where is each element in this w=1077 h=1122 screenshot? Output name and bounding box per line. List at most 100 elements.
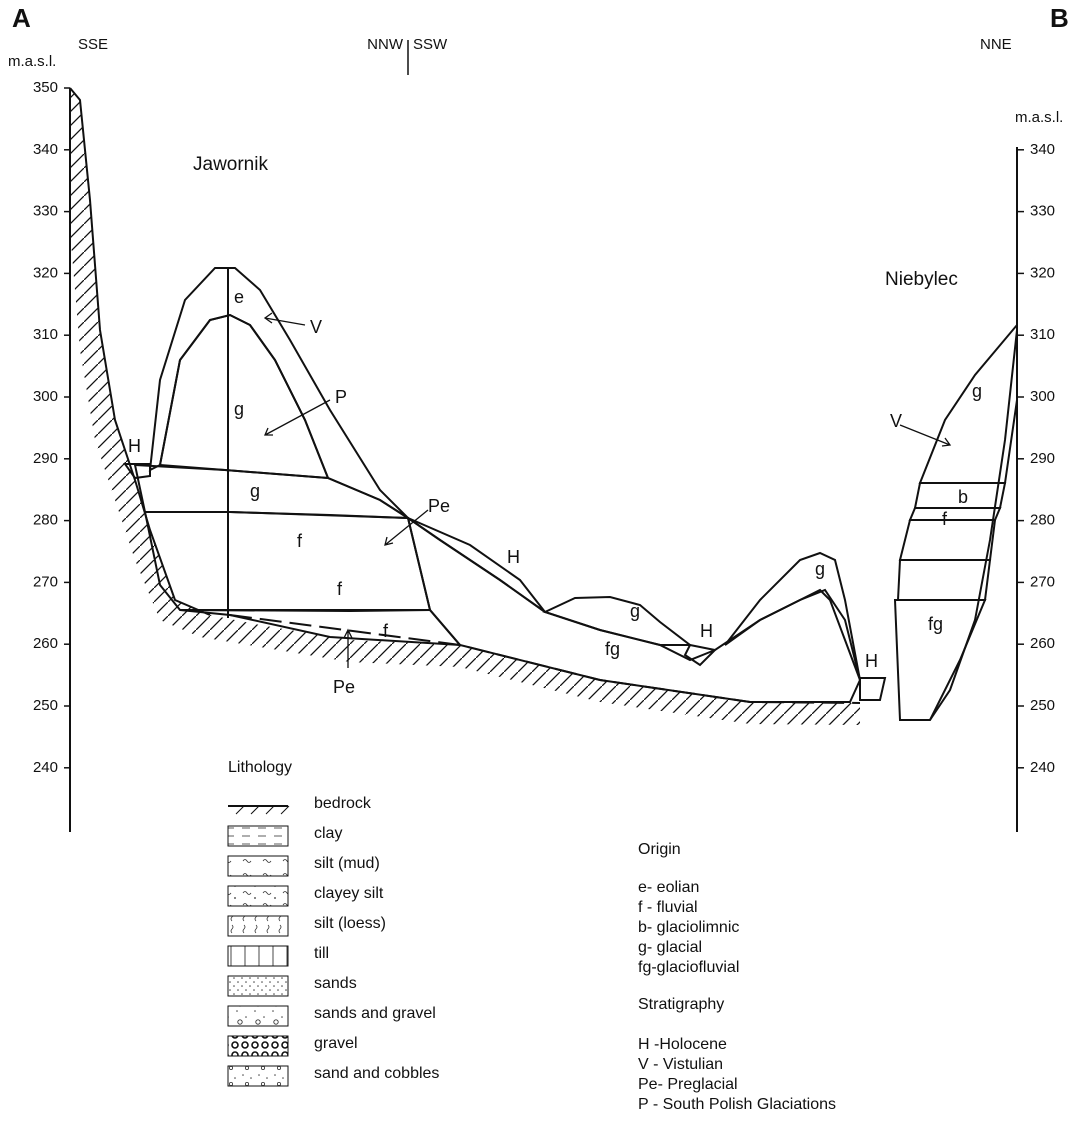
legend-label: bedrock bbox=[314, 795, 372, 812]
silt-unit bbox=[143, 511, 432, 613]
stratigraphy-item: P - South Polish Glaciations bbox=[638, 1096, 836, 1113]
legend-swatch bbox=[227, 885, 289, 907]
direction-label: NNE bbox=[980, 36, 1012, 53]
unit-label: g bbox=[250, 481, 260, 501]
bedrock-line bbox=[229, 614, 861, 704]
tick-label: 290 bbox=[1030, 450, 1055, 467]
legend-label: clayey silt bbox=[314, 885, 384, 902]
holocene-unit bbox=[407, 517, 546, 613]
direction-label: SSE bbox=[78, 36, 108, 53]
stratigraphy-item: Pe- Preglacial bbox=[638, 1076, 738, 1093]
stratigraphy-item: H -Holocene bbox=[638, 1036, 727, 1053]
origin-item: f - fluvial bbox=[638, 899, 698, 916]
legend-swatch bbox=[280, 805, 290, 815]
unit-label: H bbox=[865, 651, 878, 671]
till-unit bbox=[133, 463, 412, 520]
unit-label: f bbox=[383, 621, 389, 641]
legend-swatch bbox=[250, 805, 260, 815]
unit-label: f bbox=[337, 579, 343, 599]
unit-label: e bbox=[234, 287, 244, 307]
tick-label: 310 bbox=[33, 326, 58, 343]
place-label: Niebylec bbox=[885, 269, 958, 290]
legend-label: silt (mud) bbox=[314, 855, 380, 872]
tick-label: 340 bbox=[1030, 141, 1055, 158]
clayey-silt-unit bbox=[898, 519, 997, 561]
unit-label: H bbox=[128, 436, 141, 456]
legend-swatch bbox=[235, 805, 245, 815]
arrows bbox=[263, 312, 952, 668]
stratigraphy-item: V - Vistulian bbox=[638, 1056, 723, 1073]
legend-swatch bbox=[227, 825, 289, 847]
direction-label: SSW bbox=[413, 36, 448, 53]
unit-label: f bbox=[942, 509, 948, 529]
legend-label: silt (loess) bbox=[314, 915, 386, 932]
till-unit bbox=[724, 551, 861, 681]
unit-label: V bbox=[890, 411, 902, 431]
tick-label: 240 bbox=[1030, 759, 1055, 776]
legend-swatch bbox=[227, 1065, 289, 1087]
legend-swatch bbox=[227, 975, 289, 997]
silt-unit bbox=[908, 507, 1002, 521]
unit-label: Pe bbox=[428, 496, 450, 516]
legend-title: Stratigraphy bbox=[638, 996, 724, 1013]
tick-label: 300 bbox=[33, 388, 58, 405]
unit-label: b bbox=[958, 487, 968, 507]
holocene-unit bbox=[859, 677, 887, 701]
origin-item: e- eolian bbox=[638, 879, 699, 896]
tick-label: 280 bbox=[1030, 512, 1055, 529]
tick-label: 250 bbox=[33, 697, 58, 714]
unit-label: P bbox=[335, 387, 347, 407]
unit-label: g bbox=[630, 601, 640, 621]
legend-swatch bbox=[227, 855, 289, 877]
tick-label: 290 bbox=[33, 450, 58, 467]
tick-label: 310 bbox=[1030, 326, 1055, 343]
unit-label: H bbox=[700, 621, 713, 641]
bedrock-line bbox=[69, 87, 211, 616]
holocene-unit bbox=[123, 463, 151, 480]
unit-label: fg bbox=[605, 639, 620, 659]
tick-label: 300 bbox=[1030, 388, 1055, 405]
legend-title: Lithology bbox=[228, 759, 292, 776]
legend-label: till bbox=[314, 945, 329, 962]
gravel-unit bbox=[896, 559, 992, 601]
legend-label: sands and gravel bbox=[314, 1005, 436, 1022]
tick-label: 350 bbox=[33, 79, 58, 96]
tick-label: 280 bbox=[33, 512, 58, 529]
tick-label: 270 bbox=[1030, 573, 1055, 590]
axis-label: m.a.s.l. bbox=[1015, 109, 1063, 126]
unit-label: H bbox=[507, 547, 520, 567]
bedrock-line bbox=[929, 329, 1018, 721]
direction-label: NNW bbox=[367, 36, 404, 53]
till-unit bbox=[158, 313, 330, 480]
tick-label: 320 bbox=[33, 264, 58, 281]
origin-item: g- glacial bbox=[638, 939, 702, 956]
unit-label: g bbox=[972, 381, 982, 401]
legend-title: Origin bbox=[638, 841, 681, 858]
unit-label: f bbox=[297, 531, 303, 551]
origin-item: fg-glaciofluvial bbox=[638, 959, 739, 976]
tick-label: 320 bbox=[1030, 264, 1055, 281]
legend-swatch bbox=[227, 945, 289, 967]
bedrock-hatch bbox=[70, 88, 860, 725]
legend-swatch bbox=[227, 1005, 289, 1027]
legend-swatch bbox=[227, 915, 289, 937]
tick-label: 260 bbox=[1030, 635, 1055, 652]
tick-label: 270 bbox=[33, 573, 58, 590]
till-unit bbox=[542, 595, 693, 646]
unit-label: V bbox=[310, 317, 322, 337]
holocene-unit bbox=[683, 643, 718, 667]
tick-label: 330 bbox=[33, 203, 58, 220]
tick-label: 250 bbox=[1030, 697, 1055, 714]
tick-label: 340 bbox=[33, 141, 58, 158]
axis-label: m.a.s.l. bbox=[8, 53, 56, 70]
tick-label: 260 bbox=[33, 635, 58, 652]
unit-label: g bbox=[234, 399, 244, 419]
glaciofluvial-unit bbox=[893, 599, 987, 721]
legend-label: sand and cobbles bbox=[314, 1065, 439, 1082]
corner-label: A bbox=[12, 3, 31, 33]
tick-label: 240 bbox=[33, 759, 58, 776]
unit-label: Pe bbox=[333, 677, 355, 697]
legend-label: sands bbox=[314, 975, 357, 992]
place-label: Jawornik bbox=[193, 154, 268, 175]
legend-label: gravel bbox=[314, 1035, 358, 1052]
